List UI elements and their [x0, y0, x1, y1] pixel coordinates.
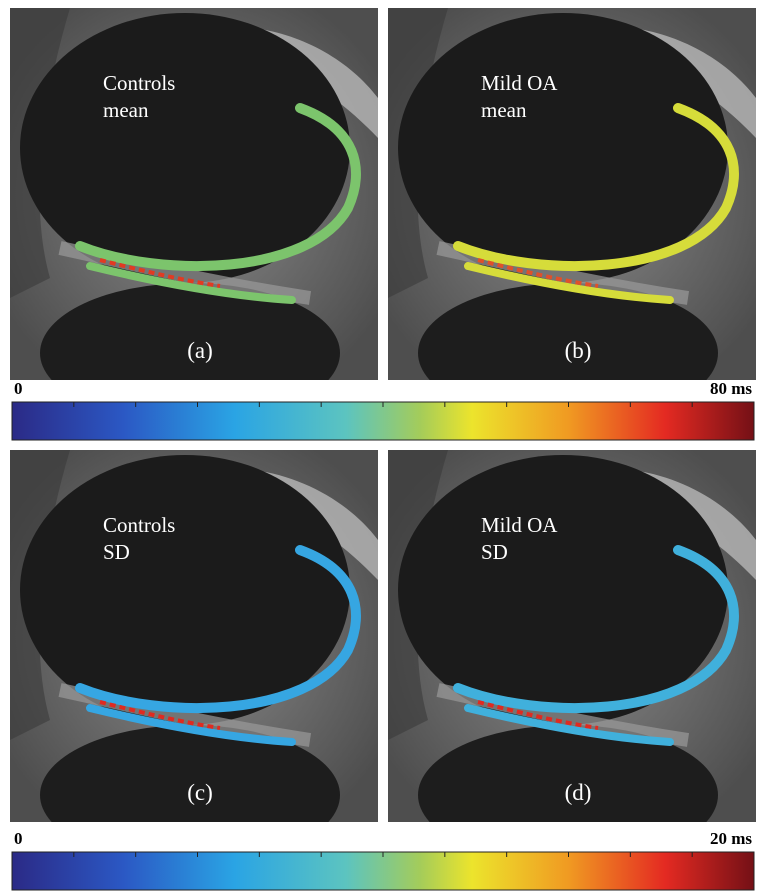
panel-tag: (a): [187, 338, 213, 363]
colorbar: [12, 402, 754, 440]
panel-tag: (d): [565, 780, 592, 805]
panel-label: Mild OA: [481, 513, 558, 537]
colorbar-min: 0: [14, 829, 23, 848]
panel-tag: (c): [187, 780, 213, 805]
panel-label: Controls: [103, 71, 175, 95]
panel-label: mean: [481, 98, 527, 122]
panel-label: SD: [481, 540, 508, 564]
panel: Mild OA mean (b): [388, 8, 756, 423]
colorbar-max: 80 ms: [710, 379, 752, 398]
colorbar-min: 0: [14, 379, 23, 398]
panel: Mild OA SD (d): [388, 450, 756, 865]
figure: Controls mean (a) Mild OA mean (b) Controls SD (…: [0, 0, 762, 891]
panel-tag: (b): [565, 338, 592, 363]
panel: Controls SD (c): [10, 450, 378, 865]
panel-label: Mild OA: [481, 71, 558, 95]
colorbar: [12, 852, 754, 890]
panel-label: Controls: [103, 513, 175, 537]
colorbar-max: 20 ms: [710, 829, 752, 848]
panel-label: SD: [103, 540, 130, 564]
panel: Controls mean (a): [10, 8, 378, 423]
panel-label: mean: [103, 98, 149, 122]
